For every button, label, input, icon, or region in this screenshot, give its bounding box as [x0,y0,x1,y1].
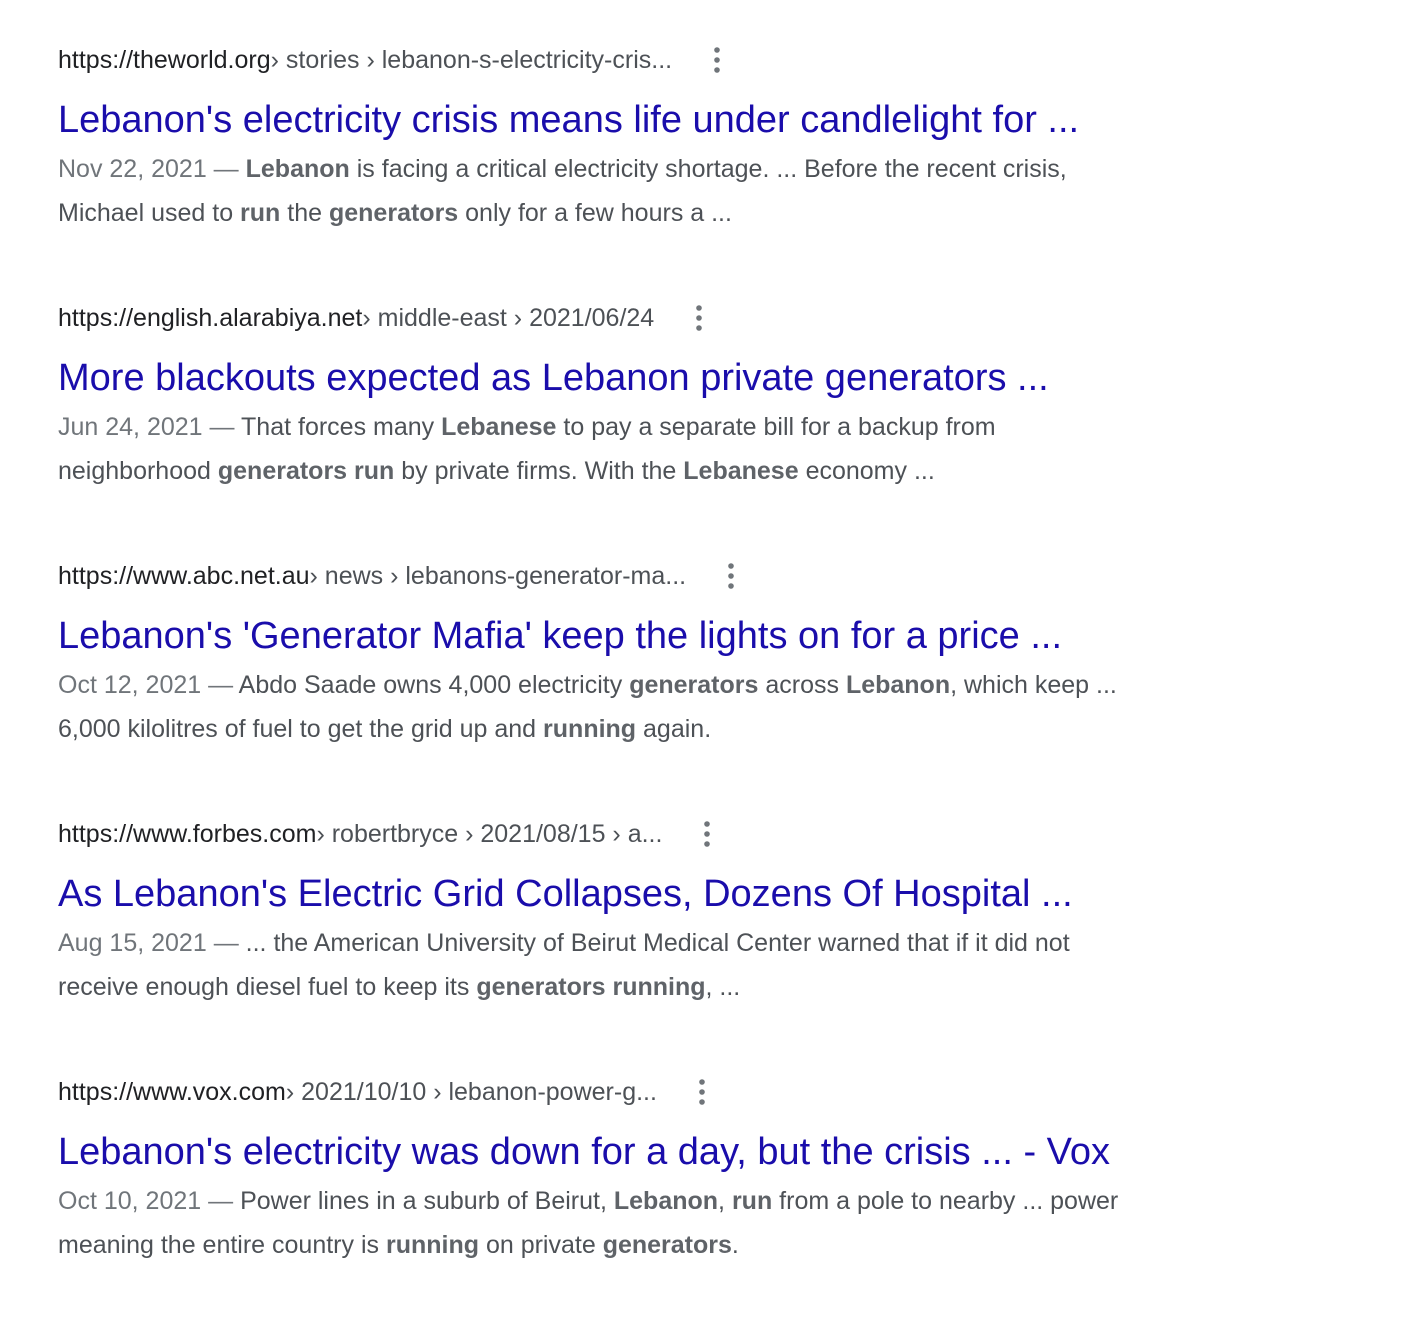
result-url[interactable]: https://www.vox.com › 2021/10/10 › leban… [58,1072,1298,1112]
result-breadcrumb-path[interactable]: › middle-east › 2021/06/24 [362,304,655,332]
snippet-line-1: Jun 24, 2021 — That forces many Lebanese… [58,405,1288,449]
snippet-text: 6,000 kilolitres of fuel to get the grid… [58,715,544,743]
three-dot-vertical-icon [714,47,720,73]
snippet-line-1: Oct 10, 2021 — Power lines in a suburb o… [58,1179,1288,1223]
result-date: Aug 15, 2021 [58,929,207,957]
snippet-line-1: Aug 15, 2021 — ... the American Universi… [58,921,1288,965]
snippet-line-2: meaning the entire country is running on… [58,1223,1288,1267]
result-breadcrumb-path[interactable]: › robertbryce › 2021/08/15 › a... [316,820,663,848]
result-url[interactable]: https://www.forbes.com › robertbryce › 2… [58,814,1298,854]
snippet-highlight: running [385,1231,479,1259]
snippet-line-2: receive enough diesel fuel to keep its g… [58,965,1288,1009]
result-domain[interactable]: https://theworld.org [58,46,271,74]
result-domain[interactable]: https://www.abc.net.au [58,562,310,590]
more-options-button[interactable] [716,556,746,596]
snippet-text: the [280,199,329,227]
result-snippet: Oct 10, 2021 — Power lines in a suburb o… [58,1179,1288,1267]
snippet-text: , ... [705,973,741,1001]
more-options-button[interactable] [687,1072,717,1112]
result-title-link[interactable]: As Lebanon's Electric Grid Collapses, Do… [58,873,1073,915]
result-snippet: Jun 24, 2021 — That forces many Lebanese… [58,405,1288,493]
result-snippet: Oct 12, 2021 — Abdo Saade owns 4,000 ele… [58,663,1288,751]
snippet-text: receive enough diesel fuel to keep its [58,973,477,1001]
snippet-highlight: running [543,715,637,743]
result-snippet: Aug 15, 2021 — ... the American Universi… [58,921,1288,1009]
more-options-button[interactable] [702,40,732,80]
snippet-text: Michael used to [58,199,241,227]
snippet-highlight: Lebanese [441,413,557,441]
snippet-text: That forces many [241,413,442,441]
date-separator: — [201,1187,241,1215]
snippet-text: again. [636,715,712,743]
snippet-highlight: generators [629,671,759,699]
snippet-text: Abdo Saade owns 4,000 electricity [238,671,630,699]
snippet-highlight: run [240,199,281,227]
three-dot-vertical-icon [699,1079,705,1105]
result-title-link[interactable]: Lebanon's electricity crisis means life … [58,99,1080,141]
result-date: Oct 12, 2021 [58,671,202,699]
date-separator: — [206,155,246,183]
snippet-line-2: neighborhood generators run by private f… [58,449,1288,493]
date-separator: — [206,929,246,957]
more-options-button[interactable] [692,814,722,854]
result-title-link[interactable]: Lebanon's electricity was down for a day… [58,1131,1111,1173]
snippet-text: Power lines in a suburb of Beirut, [240,1187,614,1215]
snippet-text: , which keep ... [950,671,1117,699]
date-separator: — [202,413,242,441]
snippet-line-1: Oct 12, 2021 — Abdo Saade owns 4,000 ele… [58,663,1288,707]
snippet-highlight: generators [602,1231,732,1259]
snippet-highlight: Lebanon [245,155,350,183]
snippet-line-2: 6,000 kilolitres of fuel to get the grid… [58,707,1288,751]
search-result: https://english.alarabiya.net › middle-e… [58,298,1298,556]
result-url[interactable]: https://theworld.org › stories › lebanon… [58,40,1298,80]
three-dot-vertical-icon [728,563,734,589]
result-snippet: Nov 22, 2021 — Lebanon is facing a criti… [58,147,1288,235]
snippet-text: , [718,1187,732,1215]
search-results: https://theworld.org › stories › lebanon… [58,40,1298,1330]
snippet-text: across [758,671,846,699]
result-title-link[interactable]: Lebanon's 'Generator Mafia' keep the lig… [58,615,1063,657]
snippet-text: ... the American University of Beirut Me… [245,929,1070,957]
snippet-line-1: Nov 22, 2021 — Lebanon is facing a criti… [58,147,1288,191]
snippet-line-2: Michael used to run the generators only … [58,191,1288,235]
snippet-highlight: Lebanon [613,1187,719,1215]
result-breadcrumb-path[interactable]: › stories › lebanon-s-electricity-cris..… [270,46,673,74]
three-dot-vertical-icon [696,305,703,331]
search-result: https://theworld.org › stories › lebanon… [58,40,1298,298]
search-result: https://www.abc.net.au › news › lebanons… [58,556,1298,814]
result-url[interactable]: https://www.abc.net.au › news › lebanons… [58,556,1298,596]
snippet-text: by private firms. With the [394,457,684,485]
result-domain[interactable]: https://www.forbes.com [58,820,317,848]
snippet-highlight: generators [328,199,459,227]
date-separator: — [201,671,239,699]
result-url[interactable]: https://english.alarabiya.net › middle-e… [58,298,1298,338]
snippet-text: meaning the entire country is [58,1231,386,1259]
snippet-highlight: generators run [217,457,395,485]
three-dot-vertical-icon [704,821,711,847]
snippet-text: . [731,1231,739,1259]
snippet-text: from a pole to nearby ... power [772,1187,1119,1215]
result-title-link[interactable]: More blackouts expected as Lebanon priva… [58,357,1049,399]
result-date: Oct 10, 2021 [58,1187,202,1215]
result-date: Jun 24, 2021 [58,413,203,441]
more-options-button[interactable] [684,298,714,338]
snippet-text: to pay a separate bill for a backup from [556,413,996,441]
result-date: Nov 22, 2021 [58,155,207,183]
snippet-text: only for a few hours a ... [458,199,732,227]
snippet-highlight: Lebanon [845,671,951,699]
snippet-text: neighborhood [58,457,218,485]
result-domain[interactable]: https://english.alarabiya.net [58,304,363,332]
snippet-highlight: Lebanese [683,457,799,485]
search-result: https://www.forbes.com › robertbryce › 2… [58,814,1298,1072]
snippet-text: economy ... [798,457,935,485]
result-breadcrumb-path[interactable]: › 2021/10/10 › lebanon-power-g... [285,1078,657,1106]
snippet-text: on private [479,1231,603,1259]
result-domain[interactable]: https://www.vox.com [58,1078,286,1106]
result-breadcrumb-path[interactable]: › news › lebanons-generator-ma... [309,562,687,590]
snippet-text: is facing a critical electricity shortag… [349,155,1067,183]
snippet-highlight: generators running [476,973,706,1001]
search-result: https://www.vox.com › 2021/10/10 › leban… [58,1072,1298,1330]
snippet-highlight: run [731,1187,773,1215]
